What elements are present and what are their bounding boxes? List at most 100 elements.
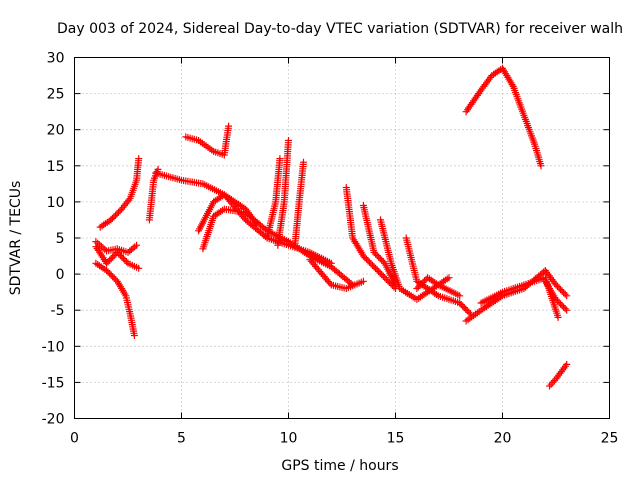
data-point bbox=[372, 264, 380, 272]
y-tick-label: -15 bbox=[42, 375, 65, 391]
data-point bbox=[106, 270, 114, 278]
data-point bbox=[107, 255, 115, 263]
data-point bbox=[376, 269, 384, 277]
data-point bbox=[104, 258, 112, 266]
data-point bbox=[552, 281, 560, 289]
data-point bbox=[373, 252, 381, 259]
x-tick-label: 15 bbox=[387, 431, 405, 447]
data-point bbox=[135, 155, 143, 163]
data-point bbox=[382, 275, 390, 283]
y-tick-label: -10 bbox=[42, 339, 65, 355]
data-point bbox=[135, 264, 143, 272]
data-point bbox=[115, 208, 122, 216]
data-point bbox=[110, 252, 118, 259]
series-track-22 bbox=[541, 277, 571, 314]
y-tick-label: 15 bbox=[47, 159, 65, 175]
data-point bbox=[113, 210, 121, 218]
data-point bbox=[276, 155, 284, 163]
data-point bbox=[378, 271, 386, 279]
series-track-11 bbox=[274, 137, 292, 249]
data-point bbox=[563, 306, 571, 314]
data-point bbox=[563, 292, 571, 300]
series-track-4 bbox=[92, 243, 143, 272]
data-point bbox=[465, 308, 473, 316]
data-point bbox=[561, 290, 569, 298]
x-tick-label: 5 bbox=[177, 431, 186, 447]
series-track-14 bbox=[342, 184, 399, 292]
series-track-12 bbox=[291, 158, 307, 249]
data-point bbox=[379, 272, 387, 280]
data-point bbox=[361, 254, 369, 262]
data-point bbox=[460, 304, 468, 312]
data-point bbox=[459, 302, 467, 310]
data-point bbox=[366, 258, 373, 266]
data-point bbox=[372, 250, 380, 258]
series-track-2 bbox=[92, 259, 138, 339]
data-point bbox=[300, 158, 307, 166]
data-point bbox=[369, 261, 377, 269]
data-point bbox=[123, 258, 130, 266]
data-point bbox=[373, 266, 381, 274]
data-point bbox=[552, 295, 560, 303]
data-point bbox=[115, 250, 123, 258]
data-point bbox=[112, 211, 119, 219]
data-point bbox=[554, 297, 561, 305]
data-point bbox=[413, 285, 421, 292]
data-point bbox=[558, 287, 566, 295]
data-point bbox=[110, 274, 118, 282]
data-point bbox=[547, 380, 555, 388]
data-point bbox=[370, 263, 378, 271]
data-point bbox=[563, 360, 571, 368]
data-point bbox=[364, 257, 372, 265]
data-point bbox=[418, 280, 425, 288]
data-point bbox=[225, 122, 233, 130]
data-point bbox=[549, 378, 557, 386]
data-point bbox=[456, 299, 464, 307]
y-tick-label: 10 bbox=[47, 195, 65, 211]
axis-ticks: 0 5 10 15 20 25 -20 -15 -10 -5 0 5 10 15 20 25 30 bbox=[42, 51, 619, 447]
data-point bbox=[104, 268, 112, 276]
y-tick-label: -20 bbox=[42, 412, 65, 428]
data-point bbox=[555, 284, 563, 292]
data-point bbox=[462, 305, 470, 313]
data-point bbox=[557, 300, 565, 308]
data-point bbox=[463, 307, 471, 315]
data-point bbox=[367, 260, 375, 268]
data-point bbox=[558, 302, 566, 310]
data-point bbox=[557, 286, 565, 294]
data-point bbox=[285, 137, 292, 144]
series-track-18 bbox=[413, 274, 464, 300]
data-point bbox=[109, 253, 117, 261]
data-point bbox=[108, 214, 116, 222]
series-track-15 bbox=[359, 202, 399, 289]
y-axis-label: SDTVAR / TECUs bbox=[8, 181, 24, 296]
data-point bbox=[130, 332, 138, 339]
series-track-3 bbox=[96, 155, 143, 231]
y-tick-label: 5 bbox=[56, 231, 65, 247]
y-tick-label: -5 bbox=[51, 303, 65, 319]
series-track-10 bbox=[263, 155, 284, 242]
data-point bbox=[121, 256, 129, 264]
data-point bbox=[375, 268, 383, 275]
data-point bbox=[240, 214, 248, 222]
series-track-17 bbox=[402, 234, 474, 318]
data-point bbox=[419, 278, 427, 286]
data-point bbox=[546, 382, 554, 390]
data-point bbox=[421, 277, 428, 285]
data-point bbox=[106, 256, 114, 264]
data-point bbox=[414, 283, 422, 291]
data-point bbox=[381, 274, 389, 282]
data-point bbox=[359, 277, 367, 285]
series-track-16 bbox=[377, 216, 453, 303]
data-point bbox=[555, 299, 563, 306]
data-point bbox=[445, 274, 453, 282]
data-point bbox=[370, 248, 378, 256]
data-point bbox=[116, 252, 124, 259]
data-point bbox=[456, 292, 464, 300]
data-point bbox=[378, 256, 386, 264]
y-tick-label: 20 bbox=[47, 123, 65, 139]
data-point bbox=[457, 301, 465, 308]
data-point bbox=[109, 273, 117, 281]
chart-title: Day 003 of 2024, Sidereal Day-to-day VTE… bbox=[57, 21, 623, 37]
data-point bbox=[103, 259, 111, 267]
